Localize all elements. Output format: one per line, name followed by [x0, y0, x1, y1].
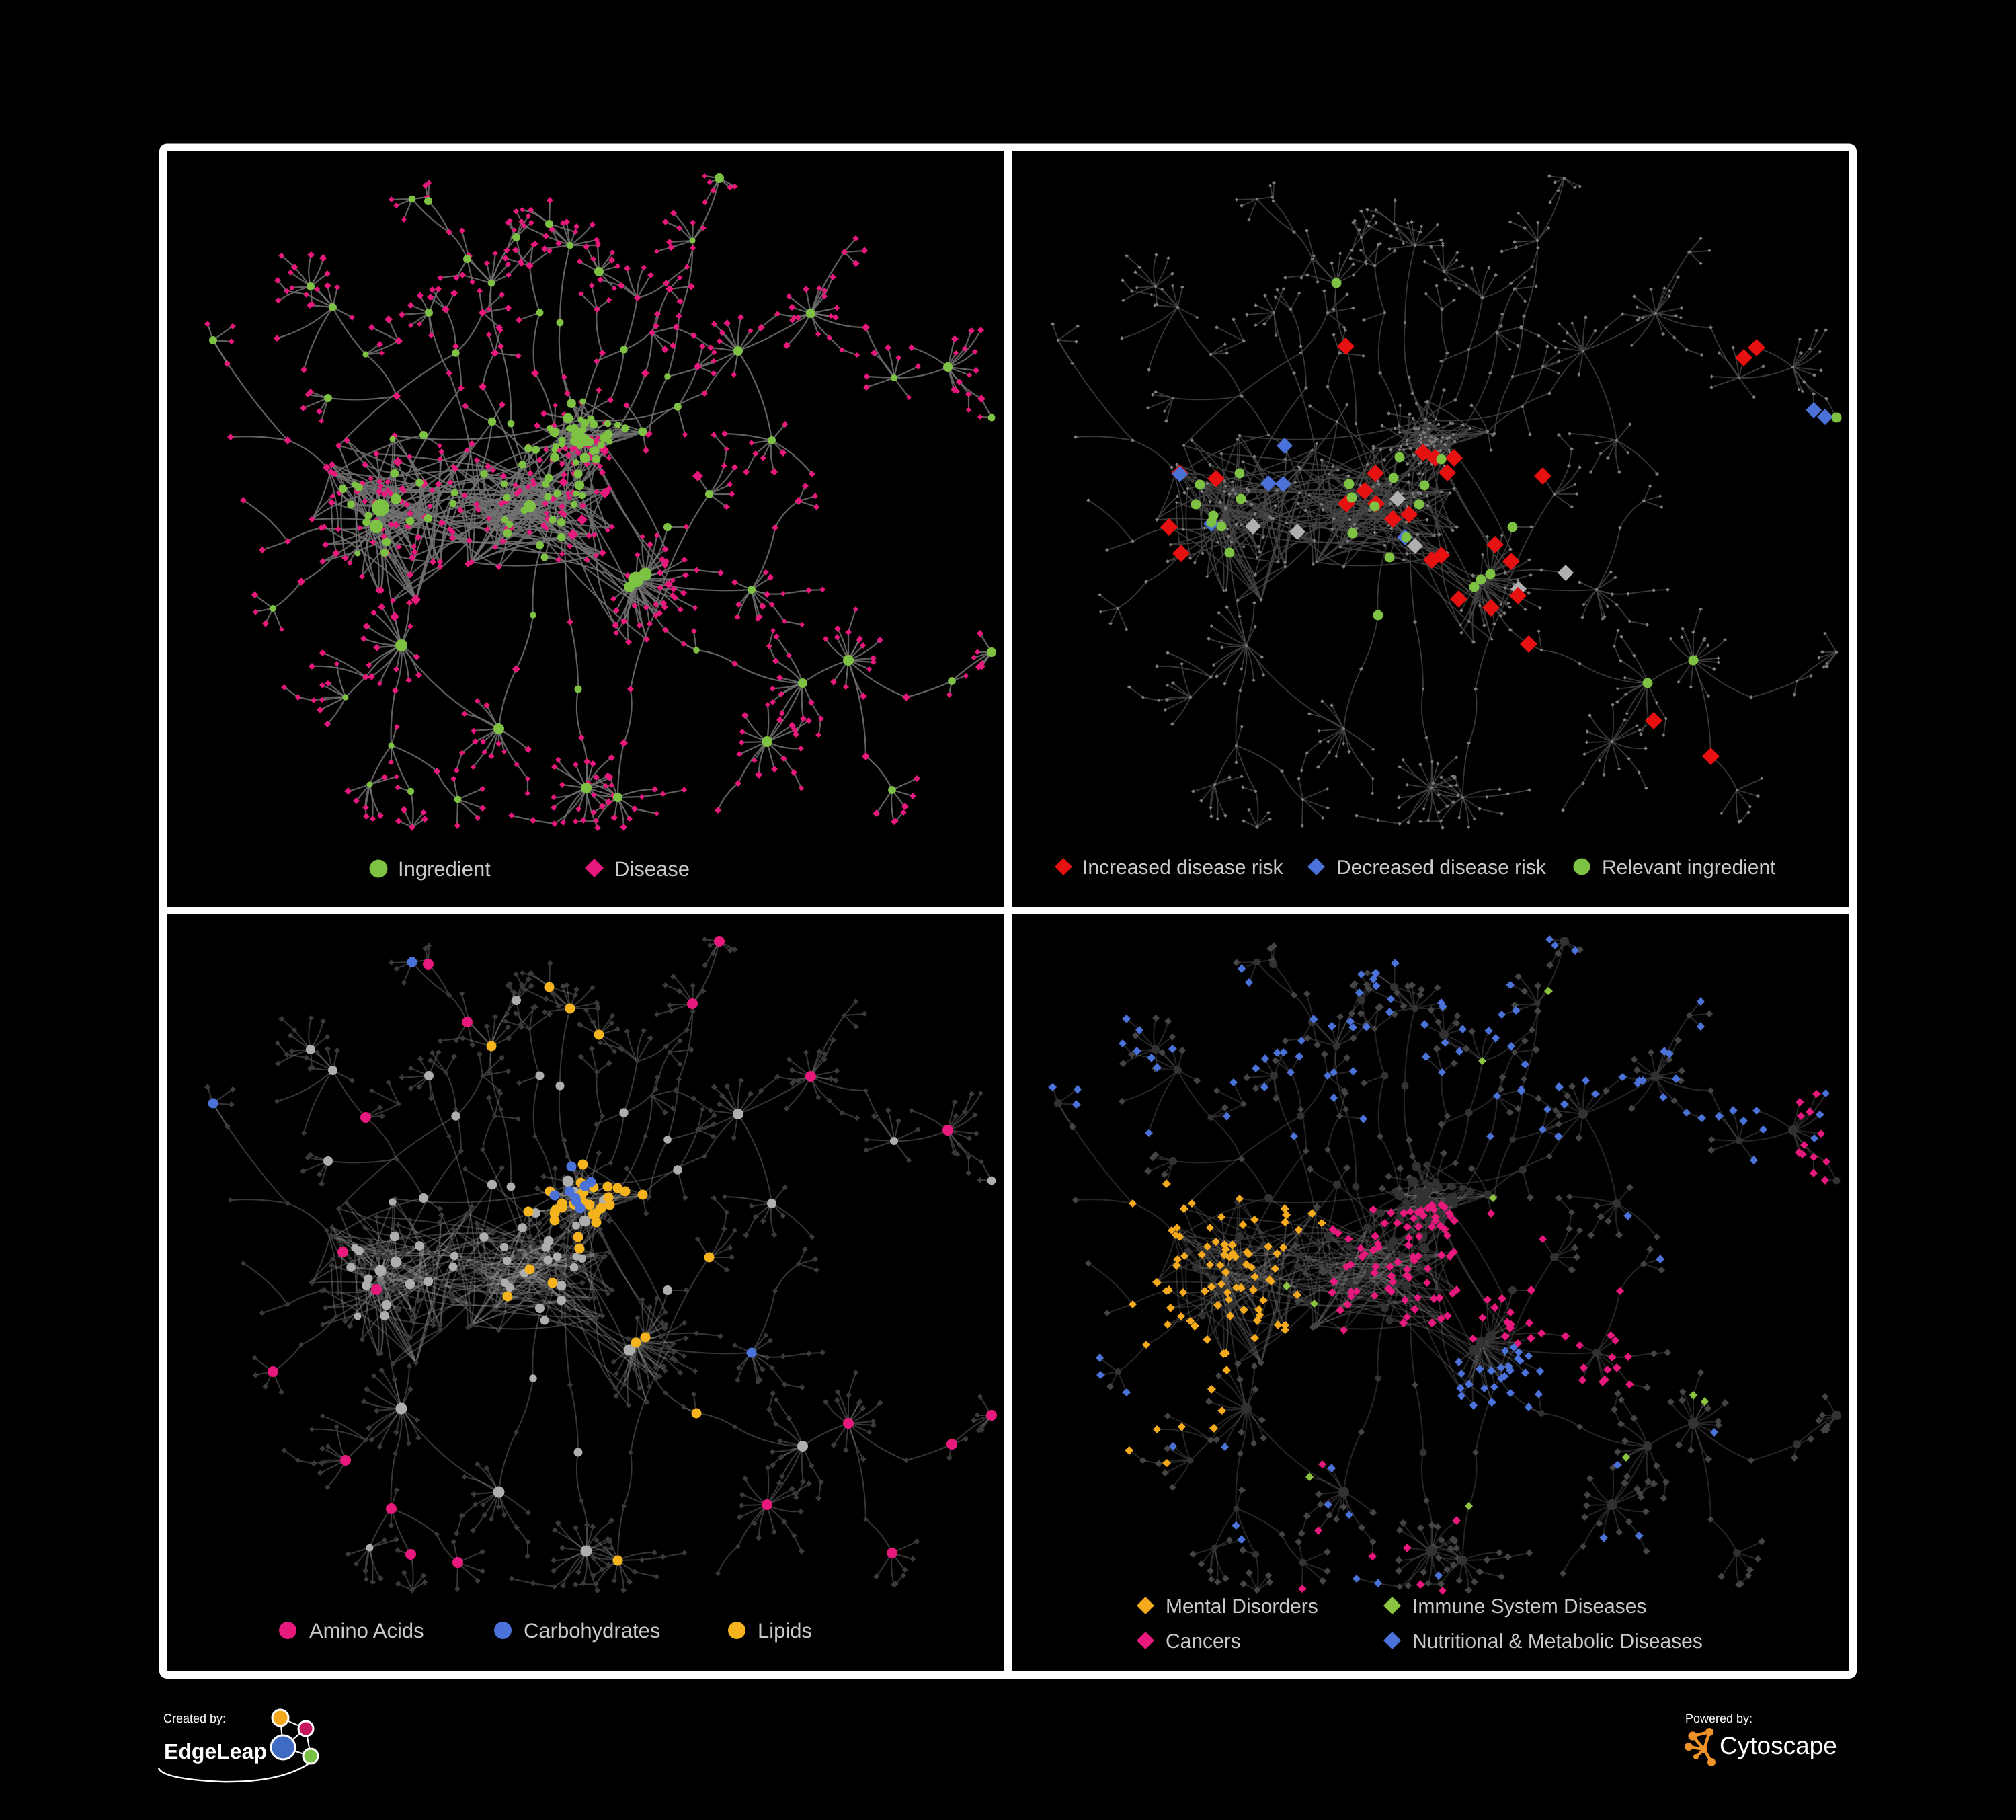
- svg-text:Cytoscape: Cytoscape: [1720, 1732, 1837, 1759]
- svg-text:Disease: Disease: [614, 857, 690, 881]
- svg-text:Carbohydrates: Carbohydrates: [524, 1619, 660, 1643]
- svg-text:Decreased disease risk: Decreased disease risk: [1336, 857, 1547, 879]
- svg-text:Amino Acids: Amino Acids: [309, 1619, 424, 1643]
- svg-text:Ingredient: Ingredient: [398, 857, 491, 881]
- svg-text:Nutritional & Metabolic Diseas: Nutritional & Metabolic Diseases: [1412, 1630, 1703, 1653]
- svg-text:Mental Disorders: Mental Disorders: [1166, 1595, 1318, 1618]
- svg-text:Lipids: Lipids: [758, 1619, 812, 1643]
- svg-text:Created by:: Created by:: [163, 1712, 226, 1725]
- svg-text:EdgeLeap: EdgeLeap: [164, 1739, 267, 1764]
- svg-text:Relevant ingredient: Relevant ingredient: [1602, 857, 1776, 879]
- svg-text:Powered by:: Powered by:: [1685, 1712, 1752, 1725]
- svg-text:Increased disease risk: Increased disease risk: [1082, 857, 1283, 879]
- svg-text:Immune System Diseases: Immune System Diseases: [1412, 1595, 1646, 1618]
- svg-text:Cancers: Cancers: [1166, 1630, 1241, 1653]
